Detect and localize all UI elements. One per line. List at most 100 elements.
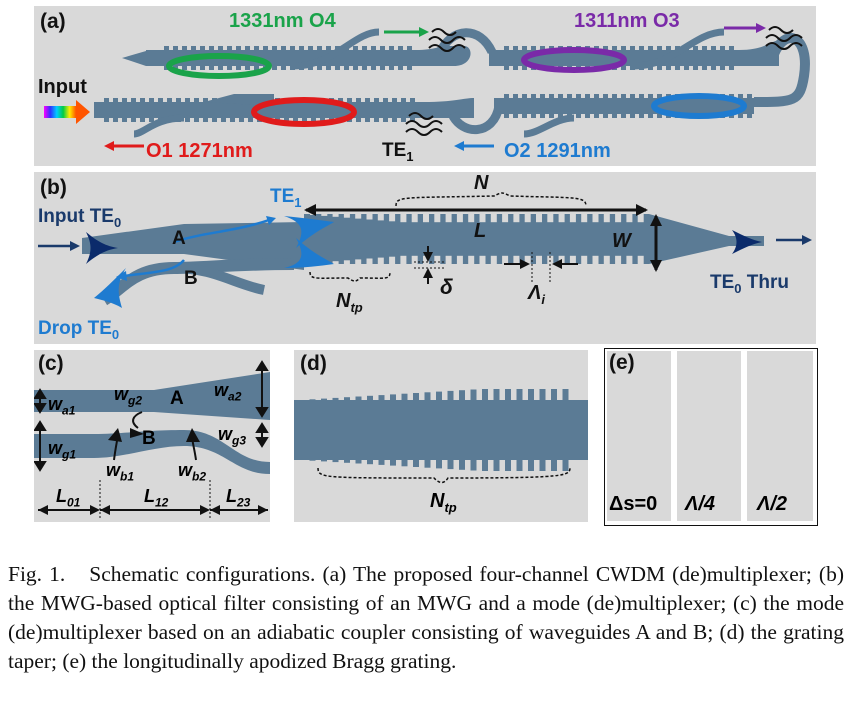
radiation-icon-1 xyxy=(428,28,466,52)
grating-tooth xyxy=(389,256,396,264)
grating-tooth xyxy=(648,46,653,50)
grating-tooth xyxy=(504,114,509,118)
grating-tooth xyxy=(185,118,190,122)
grating-tooth xyxy=(367,395,373,401)
grating-tooth xyxy=(434,214,441,223)
grating-tooth xyxy=(479,214,486,223)
waveguide-a xyxy=(82,222,304,270)
panel-d: (d) Ntp xyxy=(294,350,588,522)
grating-tooth xyxy=(540,46,545,50)
grating-tooth xyxy=(603,46,608,50)
grating-tooth xyxy=(366,258,373,264)
grating-tooth xyxy=(374,118,379,122)
grating-tooth xyxy=(551,389,557,401)
grating-tooth xyxy=(630,66,635,70)
grating-tooth xyxy=(536,255,542,264)
grating-tooth xyxy=(516,389,523,401)
input-te0-profile xyxy=(86,232,118,264)
grating-tooth xyxy=(104,118,109,122)
grating-tooth xyxy=(400,214,407,223)
caption-title: Fig. 1. xyxy=(8,562,66,586)
grating-tooth xyxy=(612,114,617,118)
grating-tooth xyxy=(218,46,223,50)
grating-tooth xyxy=(657,94,662,98)
drop-te0-profile xyxy=(94,268,126,308)
grating-tooth xyxy=(585,114,590,118)
b-label-b: B xyxy=(184,268,198,289)
grating-tooth xyxy=(513,214,520,223)
grating-tooth xyxy=(456,255,463,264)
grating-tooth xyxy=(383,118,388,122)
grating-tooth xyxy=(355,259,362,264)
grating-tooth xyxy=(493,389,500,401)
grating-tooth xyxy=(621,46,626,50)
a-label-c: A xyxy=(170,388,184,409)
waveguide-a-c xyxy=(34,372,270,420)
grating-tooth xyxy=(540,114,545,118)
grating-tooth xyxy=(413,459,419,467)
grating-tooth xyxy=(747,114,752,118)
grating-tooth xyxy=(482,389,488,401)
grating-tooth xyxy=(371,66,376,70)
grating-tooth xyxy=(356,118,361,122)
grating-tooth xyxy=(612,94,617,98)
grating-tooth xyxy=(317,46,322,50)
grating-tooth xyxy=(209,46,214,50)
grating-tooth xyxy=(505,459,511,471)
grating-tooth xyxy=(378,459,385,465)
grating-tooth xyxy=(380,46,385,50)
grating-tooth xyxy=(413,393,419,401)
grating-tooth xyxy=(615,214,622,223)
grating-tooth xyxy=(626,214,633,223)
panel-b: (b) Input TE0 TE1 N L W A B Ntp δ Λi TE0… xyxy=(34,172,816,344)
grating-tooth xyxy=(615,255,622,264)
grating-tooth xyxy=(666,46,671,50)
grating-tooth xyxy=(254,46,259,50)
grating-tooth xyxy=(131,118,136,122)
grating-tooth xyxy=(648,66,653,70)
grating-tooth xyxy=(436,459,442,469)
grating-tooth xyxy=(407,66,412,70)
o1-label: O1 1271nm xyxy=(146,140,253,162)
grating-tooth xyxy=(558,94,563,98)
grating-tooth xyxy=(528,389,534,401)
grating-tooth xyxy=(531,114,536,118)
grating-tooth xyxy=(569,214,576,223)
grating-tooth xyxy=(344,397,350,401)
te1-label-b: TE1 xyxy=(270,186,302,210)
grating-tooth xyxy=(459,390,465,401)
panel-e-label: (e) xyxy=(609,351,635,374)
l23-label: L23 xyxy=(226,486,251,510)
grating-tooth xyxy=(594,46,599,50)
grating-tooth xyxy=(738,94,743,98)
grating-tooth xyxy=(639,94,644,98)
grating-tooth xyxy=(490,255,497,264)
grating-tooth xyxy=(401,118,406,122)
grating-tooth xyxy=(720,46,725,50)
grating-tooth xyxy=(158,98,163,102)
grating-tooth xyxy=(302,118,307,122)
grating-tooth xyxy=(298,459,304,460)
grating-tooth xyxy=(343,214,350,218)
panel-a-label: (a) xyxy=(40,10,66,33)
grating-tooth xyxy=(104,98,109,102)
o3-label: 1311nm O3 xyxy=(574,10,680,32)
grating-tooth xyxy=(203,98,208,102)
grating-tooth xyxy=(308,66,313,70)
grating-tooth xyxy=(539,459,546,471)
grating-tooth xyxy=(221,118,226,122)
grating-tooth xyxy=(502,255,509,264)
grating-tooth xyxy=(374,98,379,102)
grating-tooth xyxy=(367,459,373,465)
grating-tooth xyxy=(539,389,546,401)
grating-tooth xyxy=(194,98,199,102)
wa2-label: wa2 xyxy=(214,380,242,404)
grating-tooth xyxy=(311,118,316,122)
grating-tooth xyxy=(398,46,403,50)
grating-tooth xyxy=(390,394,396,401)
grating-tooth xyxy=(540,94,545,98)
grating-tooth xyxy=(122,118,127,122)
grating-tooth xyxy=(547,255,554,264)
grating-tooth xyxy=(621,114,626,118)
grating-tooth xyxy=(621,94,626,98)
